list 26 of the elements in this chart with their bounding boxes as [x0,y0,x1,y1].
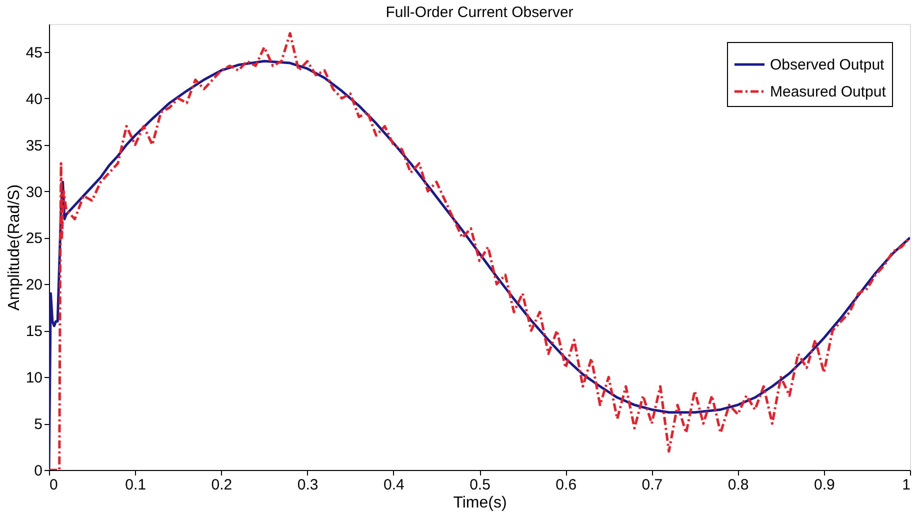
x-tick-label: 0.4 [383,476,404,494]
x-tick-label: 0.5 [470,476,490,494]
y-tick-label: 5 [34,416,42,434]
x-tick-label: 0.7 [642,476,663,494]
x-tick-label: 0.6 [556,476,577,494]
y-tick-label: 20 [26,276,42,294]
x-tick-label: 0.2 [211,476,232,494]
x-tick-label: 0.3 [297,476,318,494]
legend-label: Observed Output [770,56,886,74]
y-tick-label: 35 [26,137,42,154]
y-axis-title: Amplitude(Rad/S) [6,184,23,311]
x-tick-label: 0 [50,476,58,494]
x-tick-label: 0.1 [125,476,146,494]
y-tick-label: 0 [34,462,42,480]
legend-label: Measured Output [770,84,887,100]
x-axis-title: Time(s) [453,494,507,512]
y-tick-label: 40 [26,90,42,108]
y-tick-label: 15 [26,323,42,340]
x-tick-label: 0.8 [728,476,749,494]
chart-title: Full-Order Current Observer [386,4,574,21]
y-tick-label: 30 [26,184,42,201]
y-tick-label: 10 [26,370,42,387]
y-tick-label: 45 [26,44,42,62]
y-tick-label: 25 [26,230,42,248]
x-tick-label: 1 [902,476,910,494]
x-tick-label: 0.9 [814,476,835,494]
